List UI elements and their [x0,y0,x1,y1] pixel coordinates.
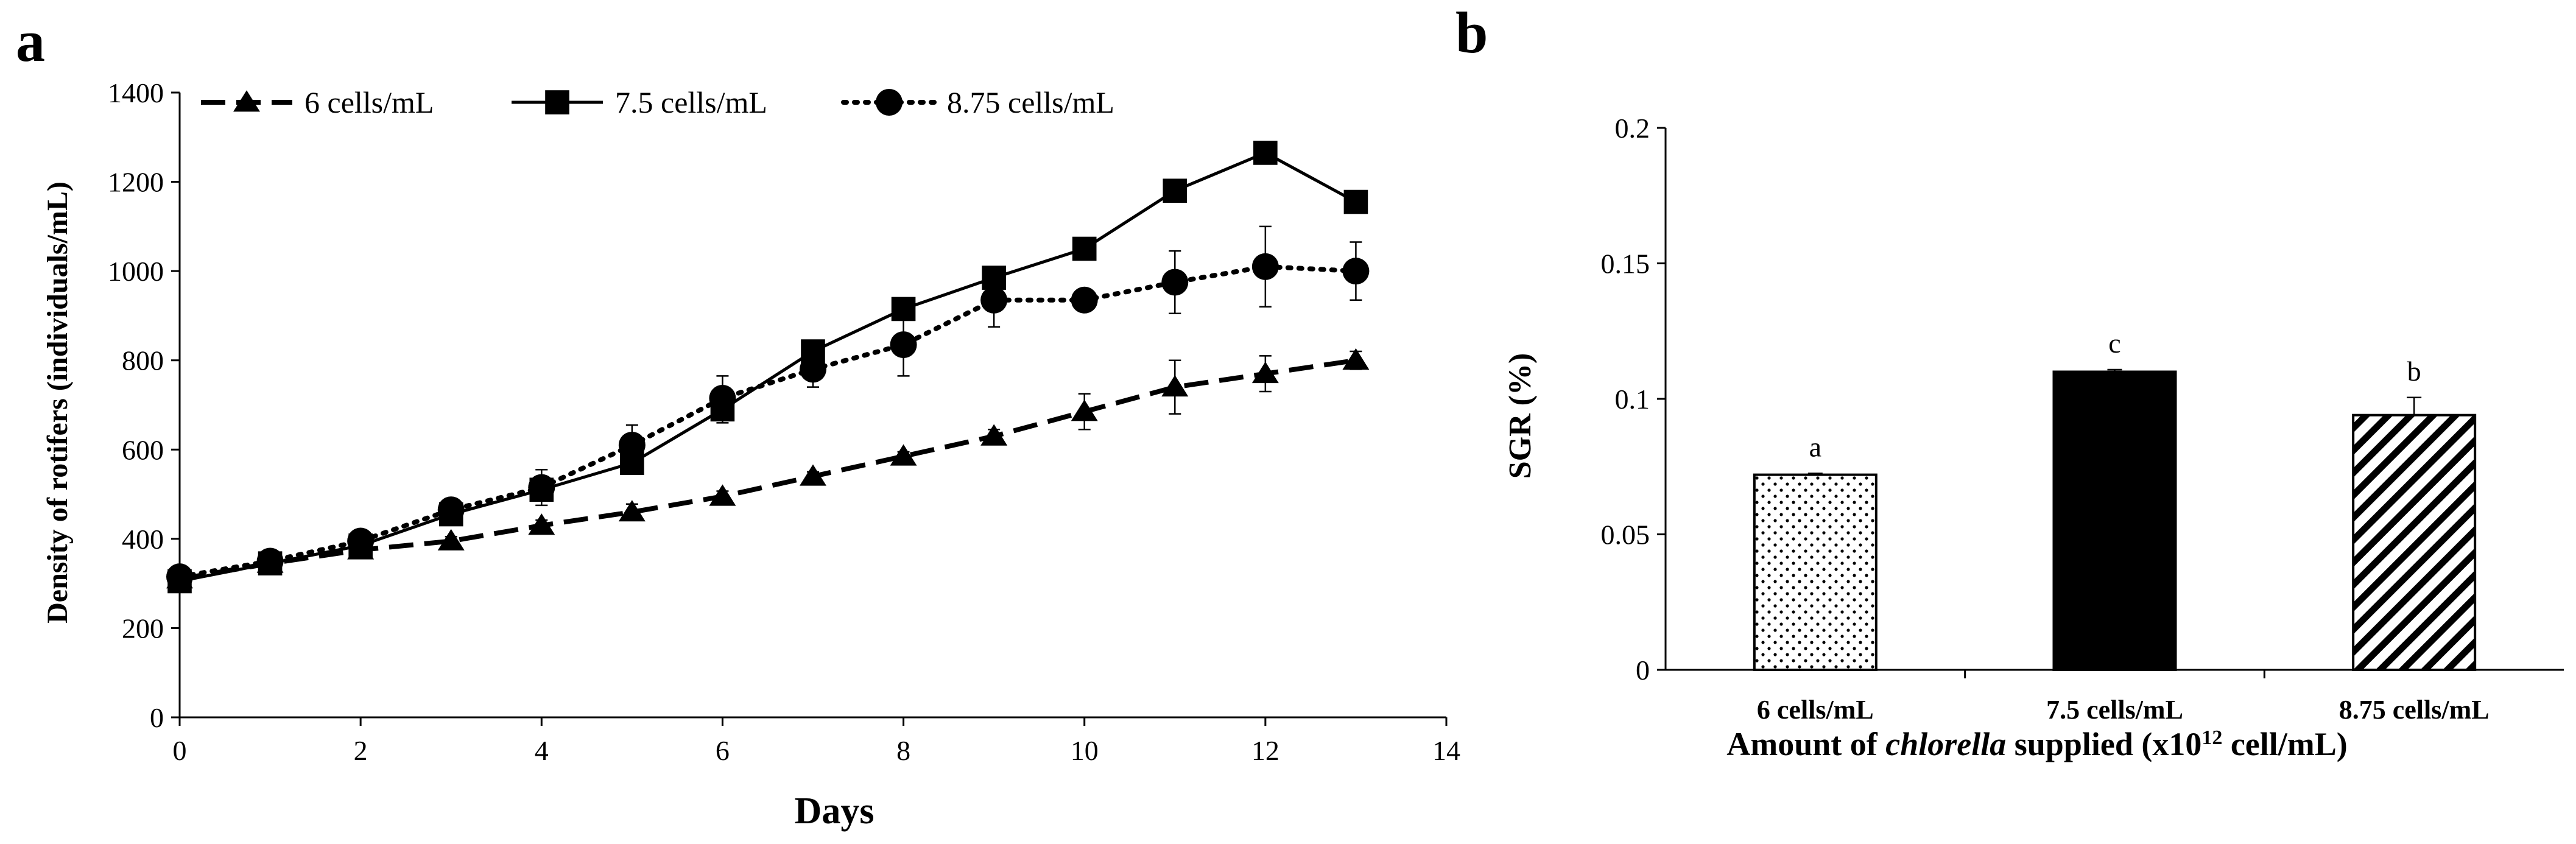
significance-label: b [2407,356,2421,387]
data-point [1342,258,1370,285]
line-chart-ticks: 0 200 400 600 800 1000 1200 1400 0 2 4 6 8 10 12 14 [108,77,1460,766]
significance-label: c [2108,328,2120,359]
panel-b-letter: b [1455,0,1488,65]
bar [2352,413,2477,671]
x-axis-title-italic: chlorella [1885,726,2006,762]
data-point [709,385,736,412]
data-point [618,431,646,459]
y-tick-label: 1200 [108,167,164,198]
legend-label: 8.75 cells/mL [947,85,1114,119]
bar-group-2: c 7.5 cells/mL [2046,328,2183,725]
bar-chart-x-axis-title: Amount of chlorella supplied (x1012 cell… [1726,726,2348,762]
x-axis-title-superscript: 12 [2201,726,2222,749]
data-point [890,444,917,466]
bar [1753,473,1877,671]
x-tick-label: 14 [1432,735,1460,766]
legend-entry-2: 7.5 cells/mL [512,85,767,119]
data-point [528,513,555,535]
y-tick-label: 0.05 [1601,519,1650,550]
x-tick-label: 0 [173,735,187,766]
line-chart-legend: 6 cells/mL 7.5 cells/mL 8.75 cells/mL [201,85,1114,119]
y-tick-label: 400 [122,524,164,555]
y-tick-label: 600 [122,434,164,465]
legend-label: 7.5 cells/mL [615,85,767,119]
y-tick-label: 0.2 [1615,113,1650,144]
legend-marker [233,90,260,112]
data-point [890,331,917,359]
data-point [1161,269,1189,296]
y-tick-label: 0 [150,702,164,733]
bar-chart-panel-b: 0 0.05 0.1 0.15 0.2 a 6 cells/mL c 7.5 cells/mL… [1503,113,2564,762]
x-tick-label: 12 [1251,735,1279,766]
data-point [1251,361,1279,384]
category-label: 7.5 cells/mL [2046,695,2183,725]
panel-a-letter: a [16,9,45,74]
data-point [528,474,555,501]
data-point [1253,141,1278,165]
bar-chart-bars: a 6 cells/mL c 7.5 cells/mL b 8.75 cells/mL [1753,328,2490,725]
y-tick-label: 0.1 [1615,384,1650,415]
y-tick-label: 1000 [108,256,164,287]
line-chart-panel-a: 0 200 400 600 800 1000 1200 1400 0 2 4 6 8 10 12 14 6 c… [41,77,1460,832]
data-point [437,529,465,550]
data-point [1251,253,1279,280]
data-point [1161,375,1189,397]
data-point [1163,178,1188,203]
data-point [1343,189,1368,214]
data-point [800,356,826,383]
x-tick-label: 4 [535,735,549,766]
series-line [177,264,1359,580]
line-chart-axes [178,93,1446,719]
series-line [179,151,1357,583]
data-point [980,424,1008,446]
data-point [1071,399,1098,421]
series-3 [166,225,1370,591]
data-point [256,547,284,575]
x-axis-title-prefix: Amount of [1726,726,1885,762]
legend-marker [545,90,569,114]
category-label: 6 cells/mL [1757,695,1874,725]
y-tick-label: 0.15 [1601,248,1650,280]
bar-chart-ticks: 0 0.05 0.1 0.15 0.2 [1601,113,2265,686]
significance-label: a [1809,431,1821,462]
data-point [1342,348,1370,370]
x-tick-label: 10 [1071,735,1099,766]
category-label: 8.75 cells/mL [2339,695,2490,725]
bar-group-1: a 6 cells/mL [1753,431,1877,725]
bar-group-3: b 8.75 cells/mL [2339,356,2490,725]
legend-marker [876,89,903,116]
legend-entry-1: 6 cells/mL [201,85,434,119]
data-point [166,563,193,591]
data-point [1072,236,1097,261]
y-tick-label: 800 [122,345,164,376]
legend-label: 6 cells/mL [304,85,434,119]
line-chart-x-axis-title: Days [795,790,875,832]
bar-chart-y-axis-title: SGR (%) [1503,353,1538,479]
data-point [800,464,826,486]
bar [2052,370,2177,671]
data-point [437,496,465,524]
x-tick-label: 2 [354,735,368,766]
data-point [347,527,375,555]
series-line [179,357,1357,582]
x-tick-label: 6 [716,735,730,766]
legend-entry-3: 8.75 cells/mL [841,85,1114,119]
y-tick-label: 1400 [108,77,164,108]
data-point [980,286,1008,314]
x-tick-label: 8 [896,735,910,766]
y-tick-label: 0 [1636,655,1650,686]
x-axis-title-middle: supplied (x10 [2006,726,2201,762]
data-point [618,500,646,522]
y-tick-label: 200 [122,613,164,644]
data-point [1071,286,1098,314]
line-chart-series [166,141,1370,594]
data-point [709,484,736,506]
line-chart-y-axis-title: Density of rotifers (individuals/mL) [41,181,74,624]
series-2 [167,141,1368,594]
x-axis-title-suffix: cell/mL) [2222,726,2347,762]
